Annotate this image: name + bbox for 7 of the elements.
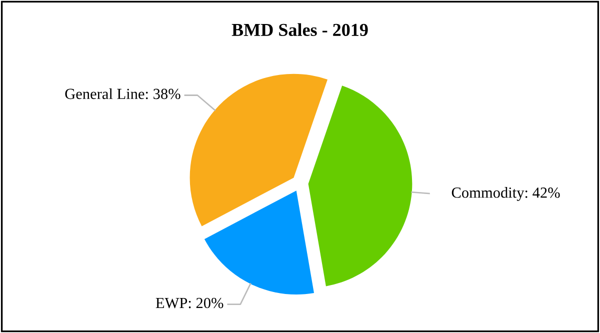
data-label: : 42% <box>525 188 560 198</box>
slice-label: General Line <box>65 88 144 100</box>
slice-label: Commodity <box>452 187 524 201</box>
slice-label: EWP <box>156 298 188 308</box>
data-label: : 20% <box>188 298 224 308</box>
data-label: : 38% <box>146 88 180 100</box>
chart-title: BMD Sales - 2019 <box>232 23 368 36</box>
